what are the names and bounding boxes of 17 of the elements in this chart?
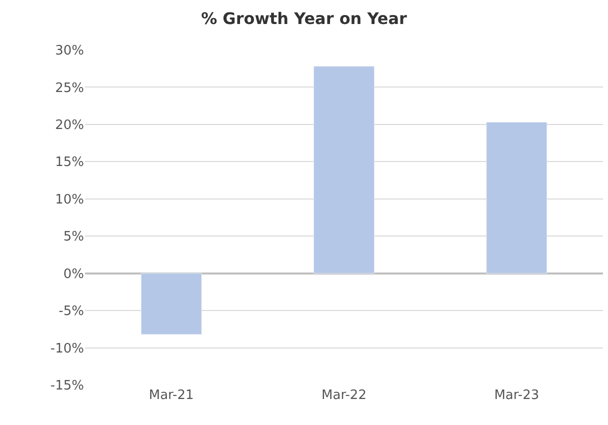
- x-tick-label: Mar-23: [494, 388, 540, 403]
- y-tick-label: -10%: [50, 341, 84, 356]
- x-tick-label: Mar-21: [148, 388, 194, 403]
- chart-title: % Growth Year on Year: [201, 8, 408, 28]
- y-tick-label: -5%: [58, 304, 84, 320]
- y-tick-label: 15%: [55, 155, 84, 170]
- y-tick-label: 0%: [63, 266, 84, 282]
- y-tick-label: -15%: [50, 378, 84, 394]
- bar: [486, 122, 548, 274]
- x-tick-label: Mar-22: [322, 388, 366, 403]
- y-tick-label: 30%: [55, 44, 84, 59]
- y-tick-label: 20%: [55, 118, 84, 133]
- bar: [314, 66, 374, 274]
- y-tick-label: 25%: [55, 80, 84, 96]
- bar: [140, 273, 202, 335]
- y-tick-label: 5%: [63, 230, 84, 245]
- y-tick-label: 10%: [55, 192, 84, 208]
